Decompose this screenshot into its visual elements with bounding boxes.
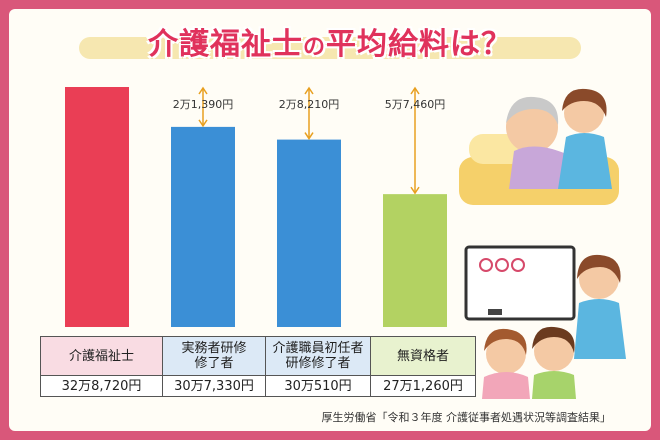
caregiver-hair-icon — [562, 88, 607, 117]
value-cell-0: 32万8,720円 — [40, 375, 163, 397]
elderly-face-icon — [506, 101, 558, 153]
whiteboard-icon — [464, 245, 576, 321]
student-face-icon-2 — [534, 331, 574, 371]
training-illustration — [464, 245, 626, 399]
category-label-2: 介護職員初任者 研修修了者 — [272, 341, 364, 371]
value-cell-3: 27万1,260円 — [370, 375, 476, 397]
value-row: 32万8,720円 30万7,330円 30万510円 27万1,260円 — [40, 375, 476, 397]
category-cell-1: 実務者研修 修了者 — [162, 336, 266, 376]
difference-label-2: 2万8,210円 — [279, 98, 340, 111]
title-particle: の — [302, 35, 326, 60]
category-cell-2: 介護職員初任者 研修修了者 — [265, 336, 371, 376]
patient-clothes-icon — [509, 146, 574, 189]
caregiver-uniform-icon — [558, 133, 612, 189]
category-cell-3: 無資格者 — [370, 336, 476, 376]
difference-arrow-1 — [198, 86, 208, 128]
category-row: 介護福祉士 実務者研修 修了者 介護職員初任者 研修修了者 無資格者 — [40, 336, 476, 376]
salary-table: 介護福祉士 実務者研修 修了者 介護職員初任者 研修修了者 無資格者 32万8,72… — [40, 336, 476, 397]
salary-bar-chart: 2万1,390円 2万8,210円 5万7,460円 — [65, 86, 447, 327]
category-label-1: 実務者研修 修了者 — [181, 341, 247, 371]
title-main: 介護福祉士 — [147, 27, 303, 62]
caregiver-patient-illustration — [459, 88, 619, 205]
instructor-uniform-icon — [574, 299, 626, 359]
infographic-card: 介護福祉士の平均給料は？ 2万1,390円 2万8,210円 5万7,460円 介護… — [9, 9, 651, 431]
student-face-icon — [486, 334, 526, 374]
student-clothes-icon — [482, 372, 530, 399]
value-cell-2: 30万510円 — [265, 375, 371, 397]
bar-2 — [277, 139, 341, 327]
difference-arrow-2 — [304, 86, 314, 140]
difference-arrow-3 — [410, 86, 420, 195]
instructor-hair-icon — [577, 254, 621, 283]
category-cell-0: 介護福祉士 — [40, 336, 163, 376]
student-clothes-icon-2 — [532, 371, 576, 399]
title-tail: 平均給料は？ — [326, 27, 512, 62]
difference-label-3: 5万7,460円 — [385, 98, 446, 111]
title-highlight-band — [79, 37, 581, 59]
bar-1 — [171, 126, 235, 327]
page-title: 介護福祉士の平均給料は？ — [9, 19, 651, 63]
bar-3 — [383, 194, 447, 327]
bar-0 — [65, 87, 129, 327]
source-note: 厚生労働省「令和３年度 介護従事者処遇状況等調査結果」 — [321, 411, 612, 424]
difference-label-1: 2万1,390円 — [173, 98, 234, 111]
gray-hair-icon — [506, 96, 559, 125]
value-cell-1: 30万7,330円 — [162, 375, 266, 397]
caregiver-face-icon — [564, 93, 604, 133]
